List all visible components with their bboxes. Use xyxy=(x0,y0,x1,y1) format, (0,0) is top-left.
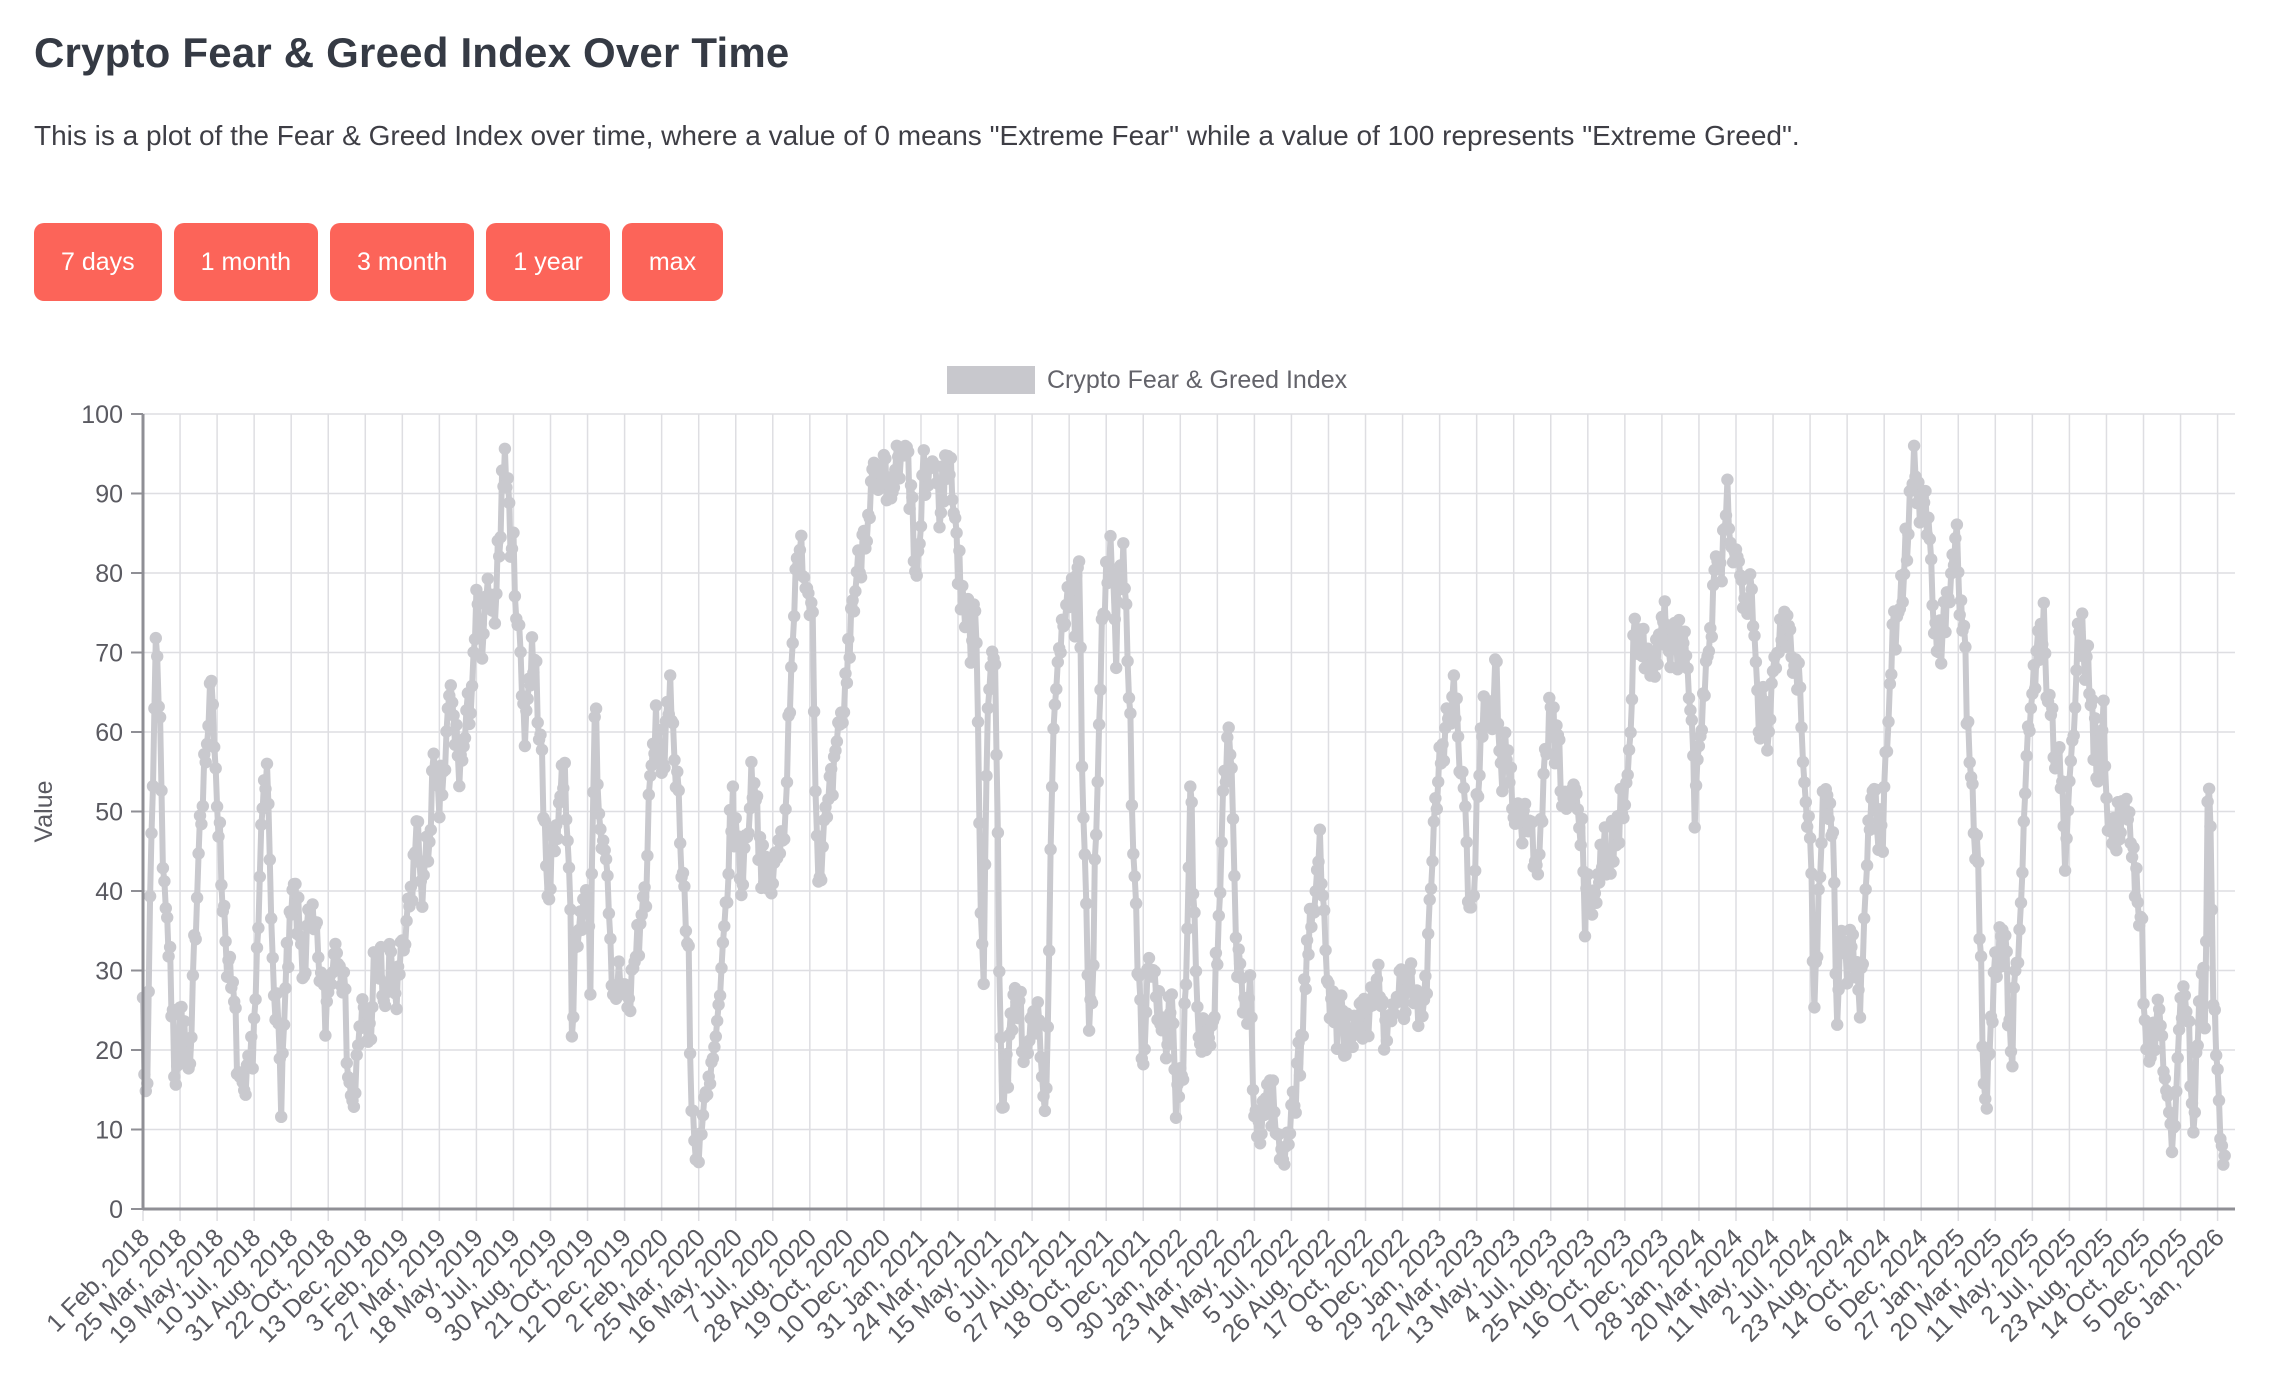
svg-text:50: 50 xyxy=(95,798,123,826)
svg-text:60: 60 xyxy=(95,719,123,747)
range-button-7-days[interactable]: 7 days xyxy=(34,222,162,301)
page-description: This is a plot of the Fear & Greed Index… xyxy=(34,120,1800,152)
legend-label: Crypto Fear & Greed Index xyxy=(1047,366,1348,394)
legend-swatch xyxy=(947,365,1035,394)
range-button-1-month[interactable]: 1 month xyxy=(173,222,319,301)
range-button-row: 7 days 1 month 3 month 1 year max xyxy=(34,222,2246,301)
svg-text:40: 40 xyxy=(95,878,123,906)
y-axis-title: Value xyxy=(30,780,58,842)
range-button-max[interactable]: max xyxy=(621,222,724,301)
svg-text:20: 20 xyxy=(95,1037,123,1065)
svg-text:30: 30 xyxy=(95,957,123,985)
page-title: Crypto Fear & Greed Index Over Time xyxy=(34,29,790,76)
y-tick-marks xyxy=(131,412,143,1210)
range-button-3-month[interactable]: 3 month xyxy=(330,222,475,301)
svg-text:80: 80 xyxy=(95,560,123,588)
svg-text:70: 70 xyxy=(95,639,123,667)
page-header: Crypto Fear & Greed Index Over Time This… xyxy=(0,0,2280,301)
svg-text:0: 0 xyxy=(109,1196,123,1224)
series-line xyxy=(140,442,2228,1168)
y-tick-labels: 0 10 20 30 40 50 60 70 80 90 100 xyxy=(81,401,123,1224)
series-markers xyxy=(136,439,2231,1171)
svg-text:90: 90 xyxy=(95,480,123,508)
series-fear-greed xyxy=(136,439,2231,1171)
svg-text:100: 100 xyxy=(81,401,123,429)
chart-area: 0 10 20 30 40 50 60 70 80 90 100 1 Feb, 2018 25 Mar,… xyxy=(0,326,2280,1382)
svg-text:10: 10 xyxy=(95,1116,123,1144)
chart-legend[interactable]: Crypto Fear & Greed Index xyxy=(947,365,1348,394)
range-button-1-year[interactable]: 1 year xyxy=(486,222,610,301)
